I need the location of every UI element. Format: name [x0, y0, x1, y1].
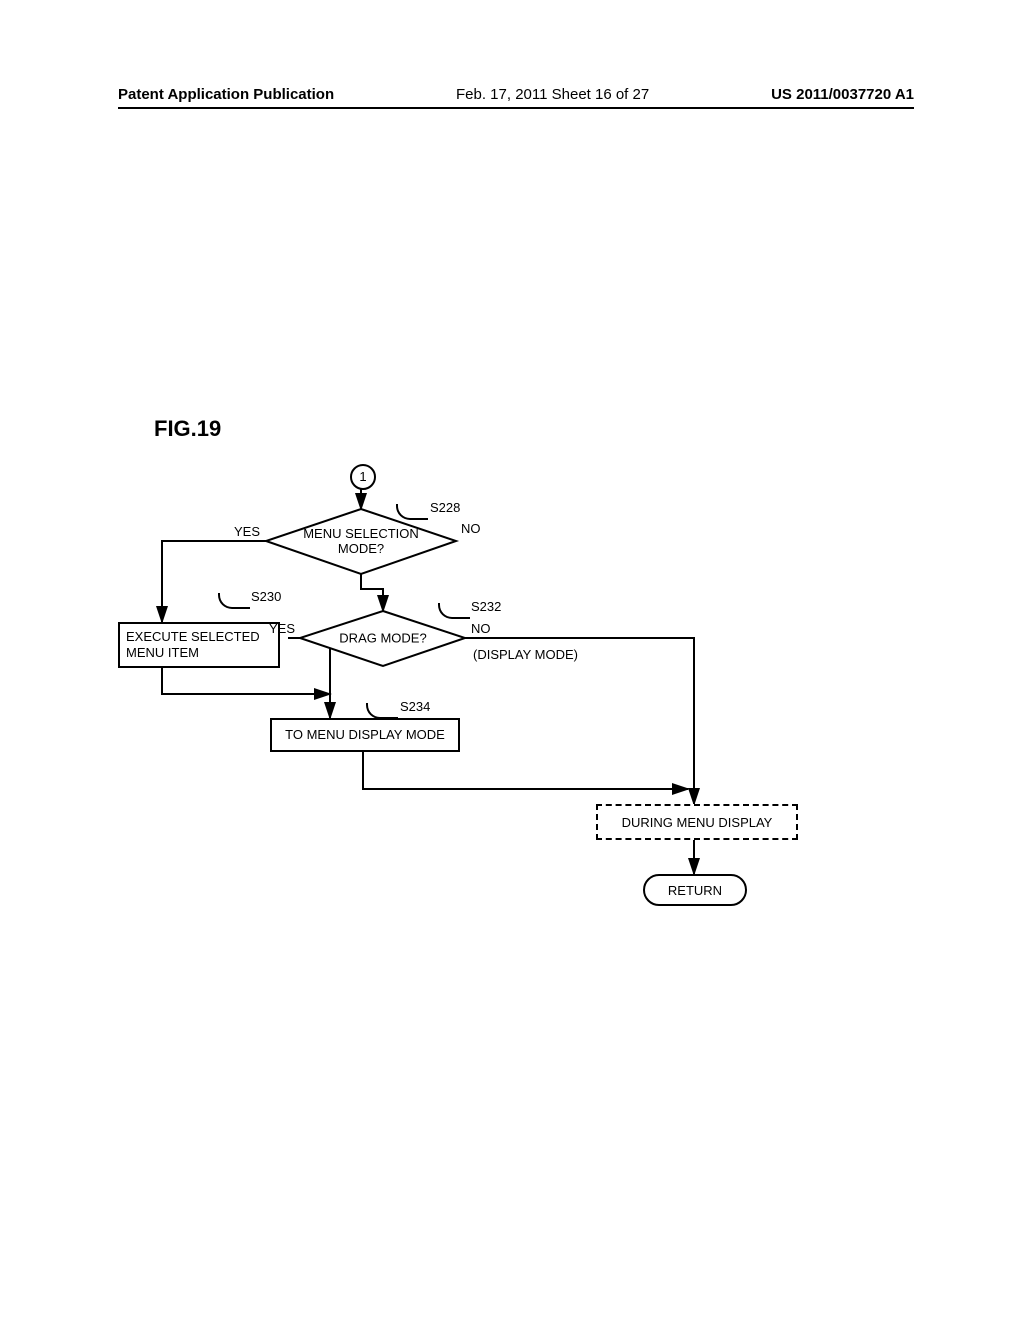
- step-s234: S234: [400, 699, 430, 714]
- label-display-mode: (DISPLAY MODE): [473, 647, 578, 662]
- process-text: TO MENU DISPLAY MODE: [285, 727, 445, 743]
- figure-label: FIG.19: [154, 416, 221, 442]
- process-to-menu-display-mode: TO MENU DISPLAY MODE: [270, 718, 460, 752]
- step-s230: S230: [251, 589, 281, 604]
- decision-menu-selection: MENU SELECTION MODE? MENU SELECTIONMODE?: [303, 527, 419, 557]
- step-s228: S228: [430, 500, 460, 515]
- header-left: Patent Application Publication: [118, 86, 334, 103]
- state-during-menu-display: DURING MENU DISPLAY: [596, 804, 798, 840]
- flowchart: 1 MENU SELECTION MODE? MENU SELECTIONMOD…: [118, 454, 908, 954]
- terminator-return: RETURN: [643, 874, 747, 906]
- header-right: US 2011/0037720 A1: [771, 86, 914, 103]
- label-no-2: NO: [471, 621, 491, 636]
- connector-label: 1: [359, 469, 366, 484]
- label-no-1: NO: [461, 521, 481, 536]
- terminator-text: RETURN: [668, 883, 722, 898]
- process-text: EXECUTE SELECTEDMENU ITEM: [126, 629, 260, 660]
- step-s232: S232: [471, 599, 501, 614]
- page-header: Patent Application Publication Feb. 17, …: [118, 86, 914, 109]
- decision-drag-mode: DRAG MODE?: [339, 632, 426, 647]
- label-yes-2: YES: [269, 621, 295, 636]
- label-yes-1: YES: [234, 524, 260, 539]
- header-mid: Feb. 17, 2011 Sheet 16 of 27: [456, 86, 649, 103]
- connector-node: 1: [350, 464, 376, 490]
- dashed-text: DURING MENU DISPLAY: [622, 815, 773, 830]
- process-execute-menu-item: EXECUTE SELECTEDMENU ITEM: [118, 622, 280, 668]
